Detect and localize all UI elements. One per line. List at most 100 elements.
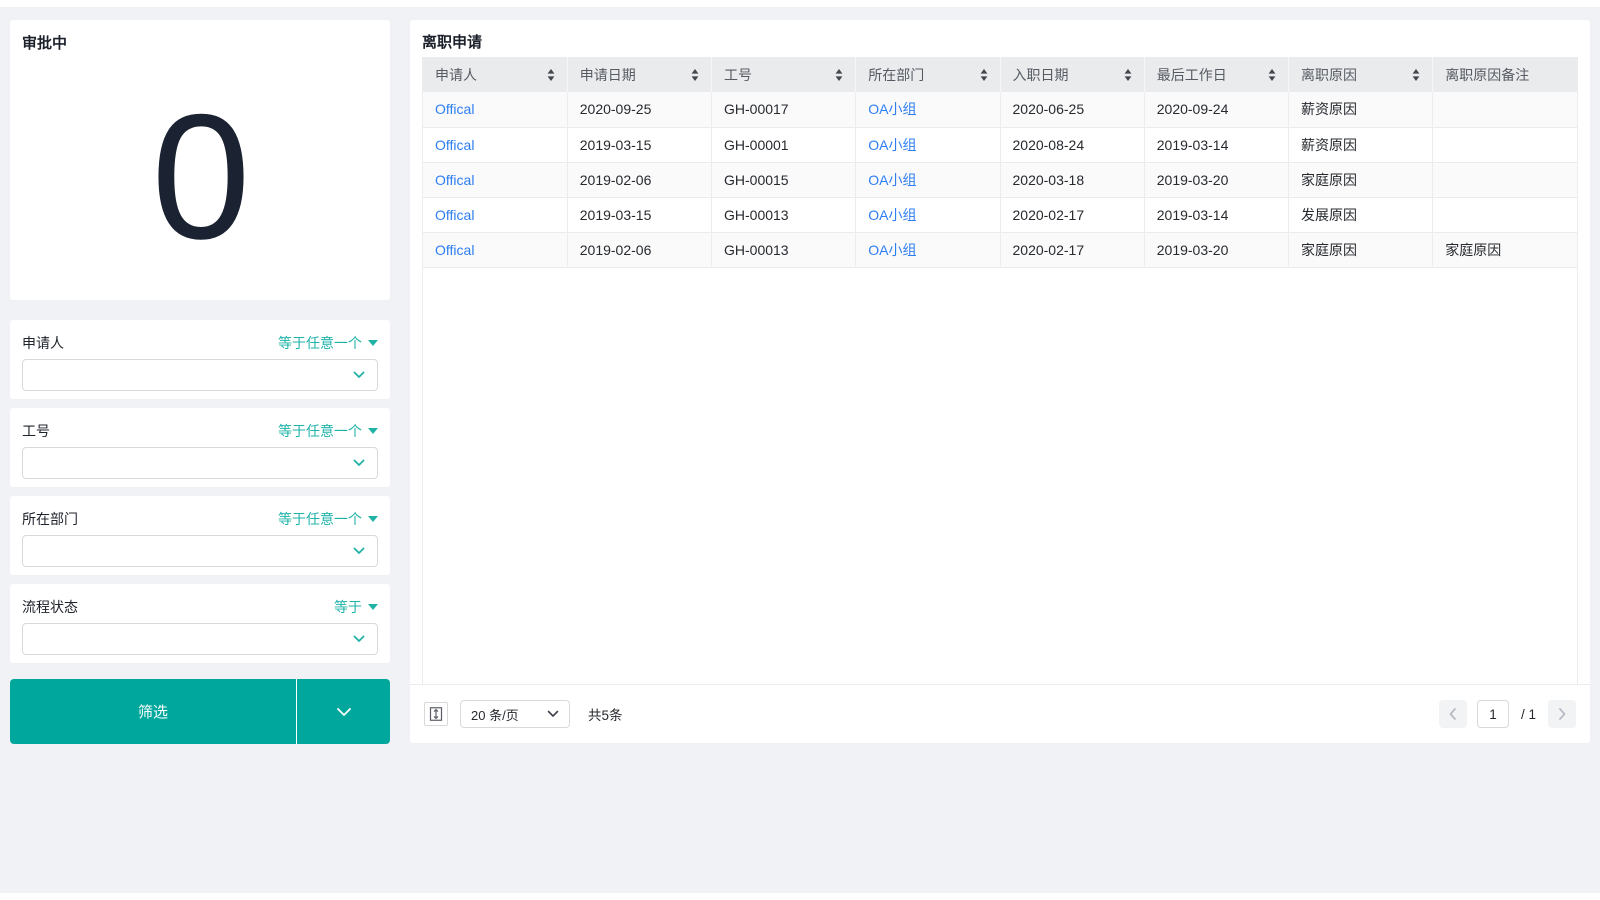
next-page-button[interactable] xyxy=(1548,700,1576,728)
apply-date-cell: 2019-02-06 xyxy=(567,162,713,198)
filter-operator-label: 等于任意一个 xyxy=(278,335,362,351)
column-header-department[interactable]: 所在部门 xyxy=(855,57,1001,92)
last-work-day-cell: 2019-03-20 xyxy=(1144,162,1290,198)
row-height-icon xyxy=(429,707,443,721)
employee-id-cell: GH-00013 xyxy=(711,232,857,268)
filter-operator-label: 等于 xyxy=(334,599,362,615)
filter-label: 工号 xyxy=(22,423,50,439)
column-header-resign-reason[interactable]: 离职原因 xyxy=(1288,57,1434,92)
applicant-link[interactable]: Offical xyxy=(435,136,475,153)
chevron-down-icon xyxy=(547,710,559,717)
table-row: Offical 2019-03-15 GH-00013 OA小组 2020-02… xyxy=(423,197,1577,233)
filter-operator-link[interactable]: 等于 xyxy=(334,597,378,617)
hire-date-cell: 2020-06-25 xyxy=(1000,92,1145,128)
department-link[interactable]: OA小组 xyxy=(868,101,917,118)
column-label: 最后工作日 xyxy=(1156,66,1227,83)
filter-card-applicant: 申请人 等于任意一个 xyxy=(10,320,390,399)
sort-icon xyxy=(547,68,555,81)
department-link[interactable]: OA小组 xyxy=(868,136,917,153)
column-label: 入职日期 xyxy=(1012,66,1069,83)
chevron-down-icon xyxy=(353,547,365,554)
resign-reason-cell: 薪资原因 xyxy=(1288,92,1434,128)
column-header-last-work-day[interactable]: 最后工作日 xyxy=(1144,57,1290,92)
applicant-select[interactable] xyxy=(22,359,378,391)
filter-button[interactable]: 筛选 xyxy=(10,679,296,744)
column-header-hire-date[interactable]: 入职日期 xyxy=(1000,57,1145,92)
filter-operator-link[interactable]: 等于任意一个 xyxy=(278,509,378,529)
approval-pending-card: 审批中 0 xyxy=(10,20,390,300)
applicant-link[interactable]: Offical xyxy=(435,101,475,118)
hire-date-cell: 2020-03-18 xyxy=(1000,162,1145,198)
filter-button-dropdown[interactable] xyxy=(297,679,390,744)
resign-reason-note-cell xyxy=(1432,162,1577,198)
filter-card-process-status: 流程状态 等于 xyxy=(10,584,390,663)
apply-date-cell: 2019-03-15 xyxy=(567,197,713,233)
resignation-application-card: 离职申请 申请人 申请日期 工号 所在部门 入职日期 最后工作日 离职原因 离职… xyxy=(410,20,1590,743)
caret-down-icon xyxy=(368,428,378,434)
page-total: / 1 xyxy=(1520,706,1536,722)
filter-operator-label: 等于任意一个 xyxy=(278,423,362,439)
caret-down-icon xyxy=(368,604,378,610)
page-size-value: 20 条/页 xyxy=(471,707,519,723)
department-link[interactable]: OA小组 xyxy=(868,171,917,188)
resign-reason-cell: 薪资原因 xyxy=(1288,127,1434,163)
last-work-day-cell: 2019-03-14 xyxy=(1144,127,1290,163)
caret-down-icon xyxy=(368,340,378,346)
column-header-applicant[interactable]: 申请人 xyxy=(423,57,568,92)
filter-label: 流程状态 xyxy=(22,599,78,615)
column-label: 申请人 xyxy=(435,66,477,83)
chevron-down-icon xyxy=(353,459,365,466)
sort-icon xyxy=(1124,68,1132,81)
hire-date-cell: 2020-02-17 xyxy=(1000,232,1145,268)
column-label: 离职原因 xyxy=(1301,66,1357,83)
chevron-down-icon xyxy=(336,707,351,716)
last-work-day-cell: 2020-09-24 xyxy=(1144,92,1290,128)
process-status-select[interactable] xyxy=(22,623,378,655)
sort-icon xyxy=(835,68,843,81)
stat-card-title: 审批中 xyxy=(22,35,68,52)
sort-icon xyxy=(1412,68,1420,81)
department-select[interactable] xyxy=(22,535,378,567)
table-title: 离职申请 xyxy=(422,34,483,51)
column-label: 离职原因备注 xyxy=(1445,66,1530,83)
hire-date-cell: 2020-08-24 xyxy=(1000,127,1145,163)
column-label: 申请日期 xyxy=(579,66,636,83)
chevron-down-icon xyxy=(353,371,365,378)
table-row: Offical 2020-09-25 GH-00017 OA小组 2020-06… xyxy=(423,92,1577,128)
column-header-employee-id[interactable]: 工号 xyxy=(711,57,857,92)
page-input[interactable] xyxy=(1476,700,1509,728)
filter-label: 所在部门 xyxy=(22,511,78,527)
table-density-button[interactable] xyxy=(424,702,448,726)
chevron-left-icon xyxy=(1450,708,1457,720)
employee-id-cell: GH-00001 xyxy=(711,127,857,163)
filter-card-department: 所在部门 等于任意一个 xyxy=(10,496,390,575)
applicant-link[interactable]: Offical xyxy=(435,241,475,258)
applicant-link[interactable]: Offical xyxy=(435,206,475,223)
resignation-table: 申请人 申请日期 工号 所在部门 入职日期 最后工作日 离职原因 离职原因备注 … xyxy=(423,57,1577,268)
table-header-row: 申请人 申请日期 工号 所在部门 入职日期 最后工作日 离职原因 离职原因备注 xyxy=(423,57,1577,92)
department-link[interactable]: OA小组 xyxy=(868,241,917,258)
employee-id-select[interactable] xyxy=(22,447,378,479)
resign-reason-note-cell: 家庭原因 xyxy=(1432,232,1577,268)
page-size-select[interactable]: 20 条/页 xyxy=(460,700,570,728)
prev-page-button[interactable] xyxy=(1438,700,1467,728)
applicant-link[interactable]: Offical xyxy=(435,171,475,188)
total-count: 共5条 xyxy=(588,708,623,723)
filter-operator-link[interactable]: 等于任意一个 xyxy=(278,421,378,441)
filter-operator-link[interactable]: 等于任意一个 xyxy=(278,333,378,353)
table-row: Offical 2019-02-06 GH-00013 OA小组 2020-02… xyxy=(423,232,1577,268)
resign-reason-cell: 发展原因 xyxy=(1288,197,1434,233)
filter-split-button: 筛选 xyxy=(10,679,390,744)
column-label: 工号 xyxy=(724,66,752,83)
sort-icon xyxy=(1268,68,1276,81)
column-header-apply-date[interactable]: 申请日期 xyxy=(567,57,713,92)
table-row: Offical 2019-03-15 GH-00001 OA小组 2020-08… xyxy=(423,127,1577,163)
last-work-day-cell: 2019-03-14 xyxy=(1144,197,1290,233)
column-header-resign-reason-note: 离职原因备注 xyxy=(1432,57,1577,92)
department-link[interactable]: OA小组 xyxy=(868,206,917,223)
resign-reason-cell: 家庭原因 xyxy=(1288,162,1434,198)
last-work-day-cell: 2019-03-20 xyxy=(1144,232,1290,268)
table-footer: 20 条/页 共5条 / 1 xyxy=(410,684,1590,743)
hire-date-cell: 2020-02-17 xyxy=(1000,197,1145,233)
resign-reason-note-cell xyxy=(1432,92,1577,128)
